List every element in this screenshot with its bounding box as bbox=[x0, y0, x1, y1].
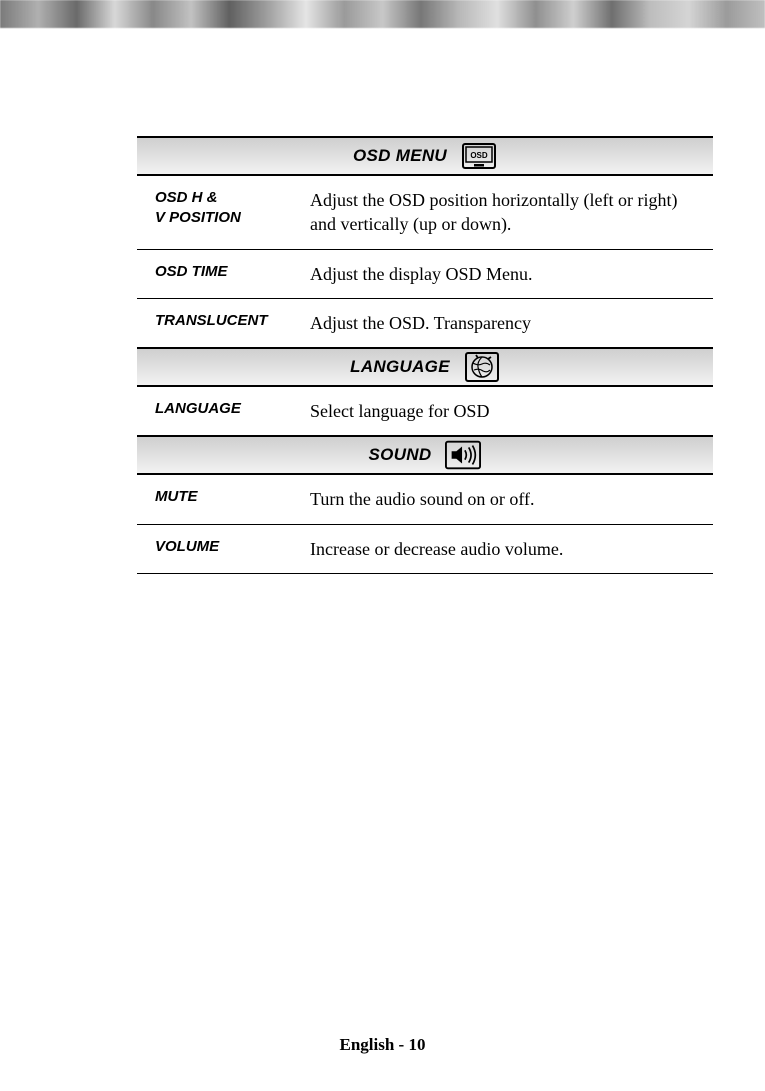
row-desc: Select language for OSD bbox=[310, 399, 695, 423]
table-row: VOLUME Increase or decrease audio volume… bbox=[137, 525, 713, 574]
row-desc: Adjust the OSD. Transparency bbox=[310, 311, 695, 335]
row-label: OSD TIME bbox=[155, 262, 310, 282]
page-footer: English - 10 bbox=[0, 1035, 765, 1055]
section-title: LANGUAGE bbox=[350, 357, 450, 377]
row-desc: Turn the audio sound on or off. bbox=[310, 487, 695, 511]
row-desc: Adjust the display OSD Menu. bbox=[310, 262, 695, 286]
row-label: OSD H &V POSITION bbox=[155, 188, 310, 229]
globe-icon bbox=[464, 353, 500, 381]
row-label: VOLUME bbox=[155, 537, 310, 557]
section-header-sound: SOUND bbox=[137, 435, 713, 475]
table-row: TRANSLUCENT Adjust the OSD. Transparency bbox=[137, 299, 713, 347]
table-row: MUTE Turn the audio sound on or off. bbox=[137, 475, 713, 524]
table-row: OSD TIME Adjust the display OSD Menu. bbox=[137, 250, 713, 299]
svg-text:OSD: OSD bbox=[470, 151, 488, 160]
row-label: LANGUAGE bbox=[155, 399, 310, 419]
section-header-osd-menu: OSD MENU OSD bbox=[137, 136, 713, 176]
row-desc: Increase or decrease audio volume. bbox=[310, 537, 695, 561]
menu-table: OSD MENU OSD OSD H &V POSITION Adjust th… bbox=[137, 136, 713, 574]
table-row: LANGUAGE Select language for OSD bbox=[137, 387, 713, 435]
osd-screen-icon: OSD bbox=[461, 142, 497, 170]
row-desc: Adjust the OSD position horizontally (le… bbox=[310, 188, 695, 237]
section-header-language: LANGUAGE bbox=[137, 347, 713, 387]
section-title: SOUND bbox=[369, 445, 432, 465]
section-title: OSD MENU bbox=[353, 146, 447, 166]
row-label: TRANSLUCENT bbox=[155, 311, 310, 331]
decorative-banner bbox=[0, 0, 765, 28]
table-row: OSD H &V POSITION Adjust the OSD positio… bbox=[137, 176, 713, 250]
speaker-icon bbox=[445, 441, 481, 469]
row-label: MUTE bbox=[155, 487, 310, 507]
